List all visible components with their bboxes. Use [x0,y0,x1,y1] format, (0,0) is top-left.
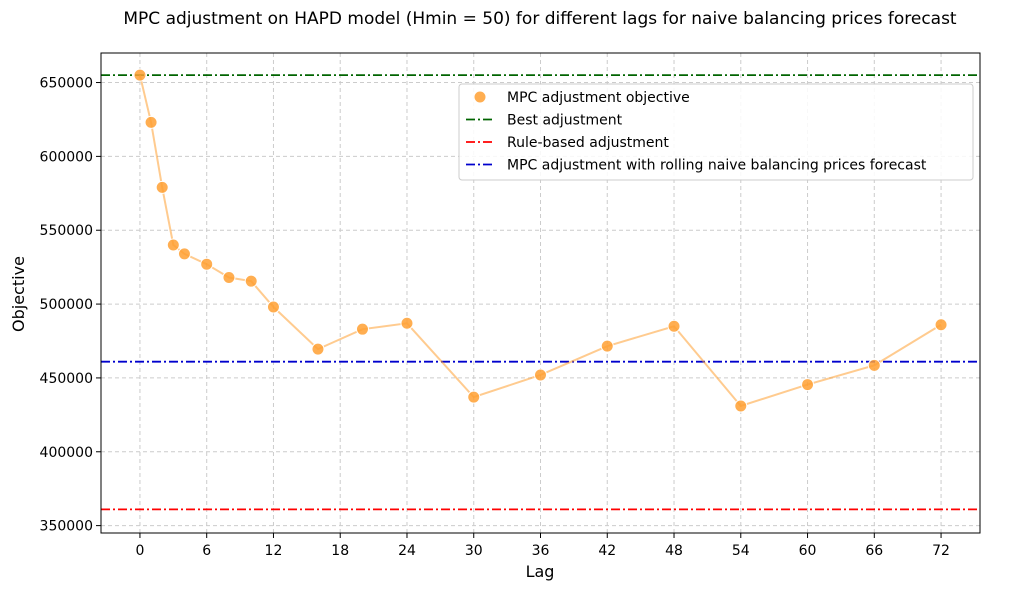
data-point [244,274,258,288]
data-point [155,180,169,194]
x-tick-label: 30 [465,543,483,559]
x-axis-label: Lag [526,562,555,581]
data-point [534,368,547,382]
x-tick-label: 42 [598,543,616,559]
data-point [200,257,214,271]
data-point [467,390,481,404]
legend-label: MPC adjustment with rolling naive balanc… [507,158,927,174]
data-point [355,322,369,336]
y-tick-label: 600000 [40,149,93,165]
y-tick-label: 650000 [40,76,93,92]
x-tick-label: 24 [398,543,416,559]
x-tick-label: 72 [932,543,950,559]
data-point [144,115,158,129]
chart-title: MPC adjustment on HAPD model (Hmin = 50)… [123,9,957,29]
y-axis-label: Objective [9,256,28,332]
x-tick-label: 18 [331,543,349,559]
x-axis-ticks: 0 6 12 18 24 30 36 42 48 54 60 66 72 [135,533,950,559]
reference-lines [101,74,980,511]
legend-label: Rule-based adjustment [507,135,669,151]
x-tick-label: 60 [799,543,817,559]
x-tick-label: 6 [202,543,211,559]
x-tick-label: 66 [865,543,883,559]
x-tick-label: 12 [265,543,283,559]
series-layer [133,68,948,413]
y-tick-label: 350000 [40,519,93,535]
legend-marker [473,90,487,104]
legend: MPC adjustment objective Best adjustment R… [458,83,974,181]
data-point [801,378,815,392]
x-tick-label: 0 [135,543,144,559]
data-point [177,247,191,261]
x-tick-label: 54 [732,543,750,559]
y-tick-label: 450000 [40,371,93,387]
x-tick-label: 48 [665,543,683,559]
data-point [166,238,180,252]
x-tick-label: 36 [532,543,550,559]
y-tick-label: 500000 [40,297,93,313]
data-point [222,270,236,284]
data-point [133,68,147,82]
data-point [266,300,280,314]
legend-box [458,83,974,181]
data-point [600,339,614,353]
data-point [667,319,681,333]
data-point [400,316,414,330]
legend-label: MPC adjustment objective [507,90,690,106]
data-point [311,342,325,356]
legend-label: Best adjustment [507,113,623,129]
y-tick-label: 400000 [40,445,93,461]
data-point [867,358,881,372]
data-point [934,318,948,332]
y-axis-ticks: 350000 400000 450000 500000 550000 600000 6500… [40,76,101,535]
y-tick-label: 550000 [40,223,93,239]
data-point [734,399,748,413]
